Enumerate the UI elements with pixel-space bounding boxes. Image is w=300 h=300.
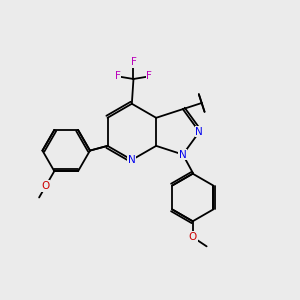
Text: F: F	[130, 58, 136, 68]
Text: N: N	[179, 149, 187, 160]
Text: F: F	[115, 71, 121, 81]
Text: F: F	[146, 71, 152, 81]
Text: N: N	[128, 155, 136, 165]
Text: O: O	[189, 232, 197, 242]
Text: O: O	[42, 181, 50, 191]
Text: N: N	[196, 127, 203, 137]
